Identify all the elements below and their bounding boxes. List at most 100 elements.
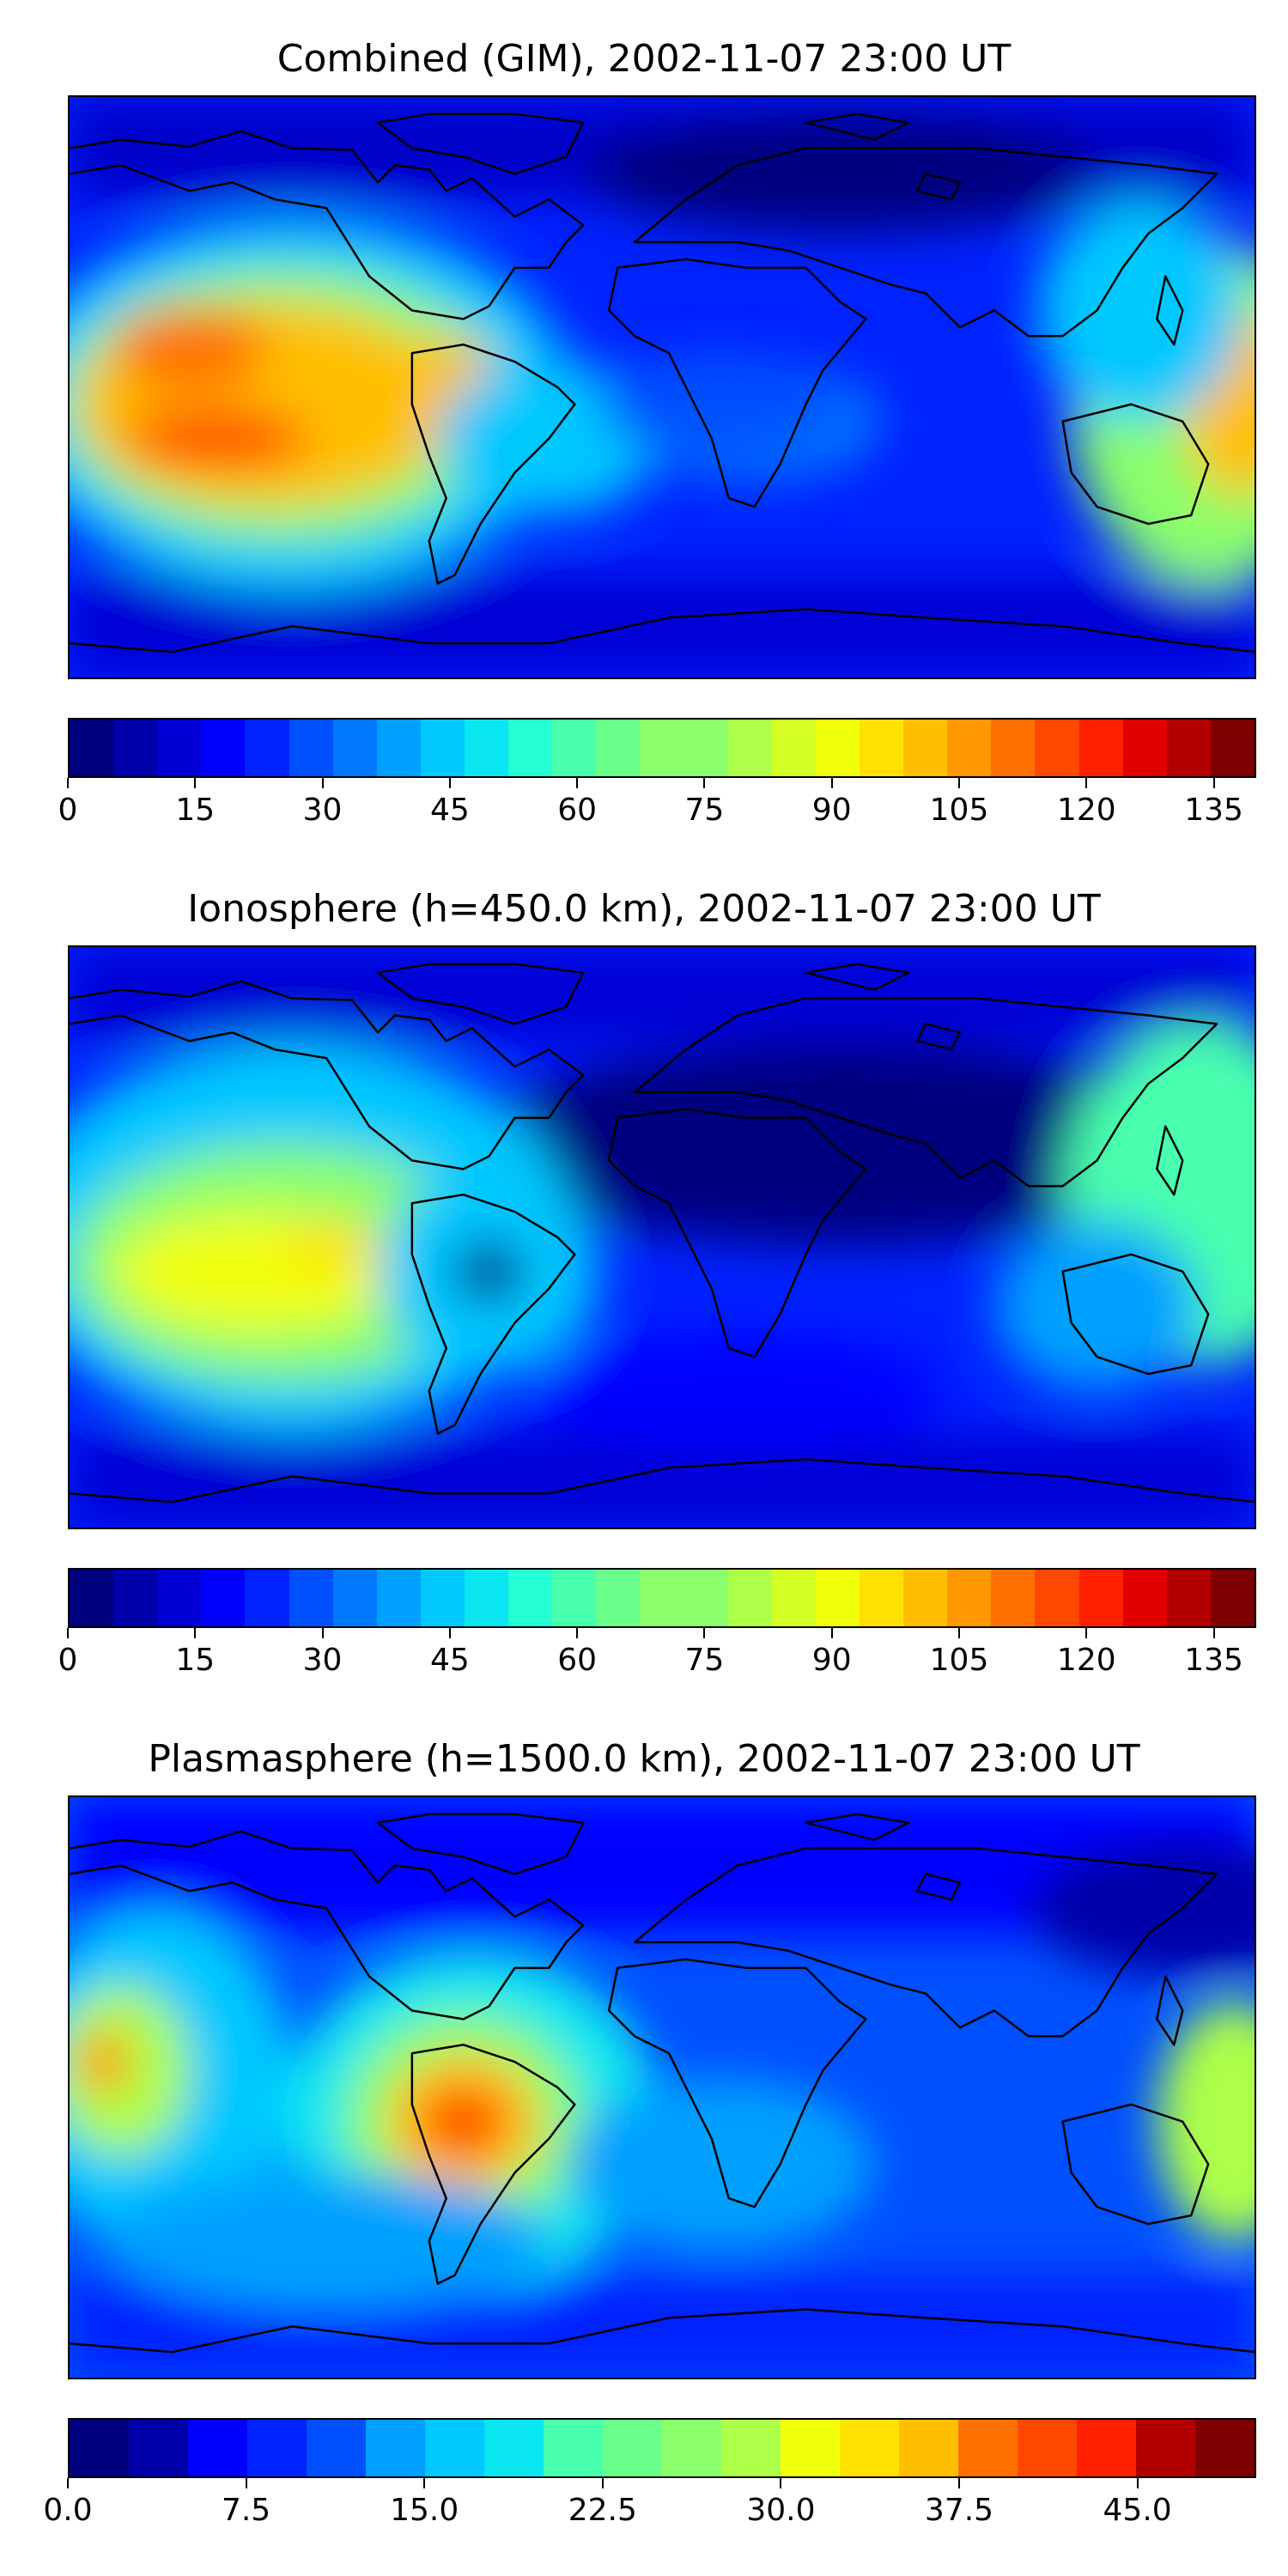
panel-3-coastlines xyxy=(70,1813,1255,2354)
colorbar-tick-label: 0 xyxy=(58,1643,78,1678)
panel-2-map xyxy=(68,945,1256,1529)
panel-3-colorbar-ticks: 0.0 7.5 15.0 22.5 30.0 37.5 45.0 xyxy=(43,2478,1256,2530)
colorbar-bin xyxy=(640,720,684,776)
colorbar-bin xyxy=(683,1570,728,1626)
colorbar-tick-label: 30.0 xyxy=(746,2493,816,2528)
colorbar-tick xyxy=(958,1628,960,1638)
colorbar-tick-label: 45 xyxy=(429,1643,470,1678)
colorbar-bin xyxy=(544,2420,603,2476)
colorbar-tick-label: 135 xyxy=(1184,1643,1243,1678)
colorbar-bin xyxy=(332,1570,377,1626)
colorbar-bin xyxy=(113,720,158,776)
colorbar-tick xyxy=(703,1628,706,1638)
colorbar-bin xyxy=(157,1570,202,1626)
colorbar-tick-label: 7.5 xyxy=(221,2493,271,2528)
colorbar-bin xyxy=(289,1570,333,1626)
colorbar-tick xyxy=(448,778,451,788)
colorbar-bin xyxy=(508,720,553,776)
panel-1-map xyxy=(68,95,1256,679)
colorbar-tick xyxy=(830,778,833,788)
colorbar-bin xyxy=(596,1570,641,1626)
colorbar-bin xyxy=(859,1570,904,1626)
colorbar-bin xyxy=(552,720,597,776)
colorbar-bin xyxy=(508,1570,553,1626)
colorbar-bin xyxy=(771,720,816,776)
colorbar-bin xyxy=(245,720,289,776)
colorbar-tick-label: 45.0 xyxy=(1103,2493,1172,2528)
colorbar-bin xyxy=(307,2420,366,2476)
panel-2-colorbar-ticks: 0 15 30 45 60 75 90 105 120 135 xyxy=(58,1628,1256,1680)
colorbar-tick-label: 75 xyxy=(684,1643,725,1678)
colorbar-tick xyxy=(576,1628,579,1638)
colorbar-bin xyxy=(1035,720,1079,776)
colorbar-bin xyxy=(425,2420,484,2476)
panel-1-colorbar-ticks: 0 15 30 45 60 75 90 105 120 135 xyxy=(58,778,1256,829)
colorbar-bin xyxy=(958,2420,1018,2476)
colorbar-bin xyxy=(464,1570,509,1626)
colorbar-tick-label: 15 xyxy=(175,1643,216,1678)
panel-1-coastlines xyxy=(70,112,1255,653)
colorbar-bin xyxy=(157,720,202,776)
colorbar-tick xyxy=(1085,778,1088,788)
colorbar-tick-label: 60 xyxy=(557,1643,598,1678)
panel-3-title: Plasmasphere (h=1500.0 km), 2002-11-07 2… xyxy=(148,1737,1140,1781)
colorbar-bin xyxy=(464,720,509,776)
colorbar-bin xyxy=(201,1570,246,1626)
colorbar-tick xyxy=(448,1628,451,1638)
colorbar-tick xyxy=(780,2478,782,2488)
colorbar-bin xyxy=(1136,2420,1195,2476)
colorbar-tick-label: 15.0 xyxy=(390,2493,459,2528)
colorbar-bin xyxy=(1166,1570,1211,1626)
colorbar-tick xyxy=(703,778,706,788)
colorbar-bin xyxy=(771,1570,816,1626)
colorbar-bin xyxy=(129,2420,188,2476)
panel-3-map xyxy=(68,1795,1256,2379)
colorbar-bin xyxy=(859,720,904,776)
panel-1-title: Combined (GIM), 2002-11-07 23:00 UT xyxy=(276,37,1012,81)
colorbar-bin xyxy=(484,2420,544,2476)
colorbar-tick xyxy=(958,778,960,788)
colorbar-bin xyxy=(727,1570,772,1626)
colorbar-bin xyxy=(1077,2420,1136,2476)
colorbar-tick-label: 105 xyxy=(929,793,989,828)
colorbar-bin xyxy=(603,2420,662,2476)
colorbar-bin xyxy=(332,720,377,776)
panel-3-map-svg xyxy=(70,1797,1255,2378)
colorbar-bin xyxy=(1122,1570,1167,1626)
colorbar-bin xyxy=(113,1570,158,1626)
colorbar-tick xyxy=(1212,1628,1215,1638)
colorbar-tick xyxy=(67,778,69,788)
colorbar-tick-label: 30 xyxy=(302,1643,343,1678)
colorbar-tick xyxy=(423,2478,426,2488)
colorbar-bin xyxy=(289,720,333,776)
colorbar-bin xyxy=(1035,1570,1079,1626)
colorbar-tick-label: 120 xyxy=(1056,793,1116,828)
colorbar-bin xyxy=(727,720,772,776)
panel-2-title: Ionosphere (h=450.0 km), 2002-11-07 23:0… xyxy=(187,887,1101,931)
colorbar-tick-label: 0.0 xyxy=(43,2493,93,2528)
colorbar-bin xyxy=(683,720,728,776)
colorbar-tick-label: 60 xyxy=(557,793,598,828)
colorbar-bin xyxy=(188,2420,247,2476)
colorbar-tick-label: 15 xyxy=(175,793,216,828)
colorbar-bin xyxy=(947,720,992,776)
colorbar-bin xyxy=(247,2420,307,2476)
colorbar-tick xyxy=(321,778,324,788)
colorbar-bin xyxy=(991,720,1036,776)
colorbar-tick-label: 45 xyxy=(429,793,470,828)
colorbar-tick xyxy=(958,2478,960,2488)
panel-1-colorbar xyxy=(68,718,1256,778)
colorbar-bin xyxy=(201,720,246,776)
colorbar-bin xyxy=(640,1570,684,1626)
colorbar-tick xyxy=(67,2478,69,2488)
colorbar-bin xyxy=(781,2420,840,2476)
colorbar-bin xyxy=(1210,720,1255,776)
colorbar-tick-label: 37.5 xyxy=(924,2493,994,2528)
colorbar-tick-label: 30 xyxy=(302,793,343,828)
colorbar-bin xyxy=(991,1570,1036,1626)
colorbar-tick xyxy=(830,1628,833,1638)
colorbar-bin xyxy=(1078,1570,1123,1626)
colorbar-bin xyxy=(552,1570,597,1626)
colorbar-tick-label: 75 xyxy=(684,793,725,828)
colorbar-bin xyxy=(596,720,641,776)
